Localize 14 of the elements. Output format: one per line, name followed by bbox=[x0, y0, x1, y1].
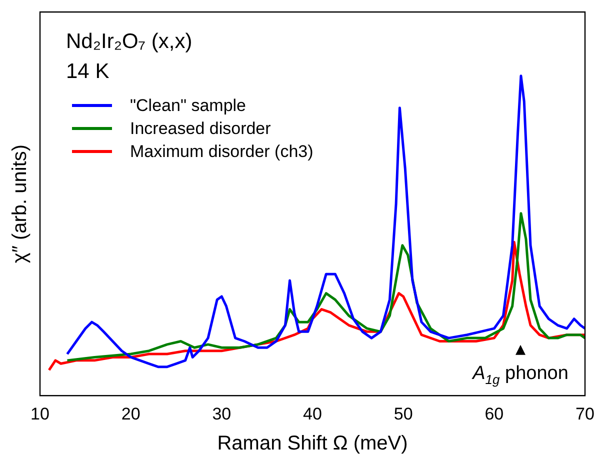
x-tick-label: 60 bbox=[484, 404, 504, 424]
chart-title: Nd₂Ir₂O₇ (x,x) bbox=[66, 30, 192, 53]
x-tick-label: 50 bbox=[394, 404, 413, 424]
x-tick-label: 40 bbox=[303, 404, 322, 424]
chart-subtitle: 14 K bbox=[66, 60, 110, 83]
x-tick-label: 30 bbox=[212, 404, 232, 424]
x-tick-label: 10 bbox=[30, 404, 50, 424]
legend-label: Maximum disorder (ch3) bbox=[130, 141, 314, 163]
x-tick-label: 70 bbox=[576, 404, 594, 424]
legend-label: "Clean" sample bbox=[130, 95, 246, 117]
x-tick-label: 20 bbox=[121, 404, 140, 424]
x-axis-title: Raman Shift Ω (meV) bbox=[217, 432, 408, 455]
y-axis-title: χ″ (arb. units) bbox=[9, 144, 31, 264]
legend-label: Increased disorder bbox=[130, 118, 271, 140]
